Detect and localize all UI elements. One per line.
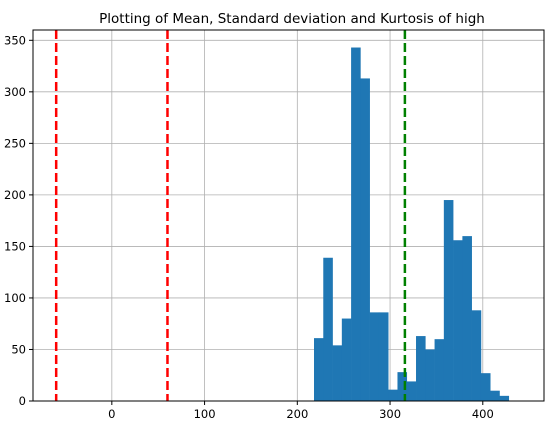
reference-lines (54, 30, 407, 401)
histogram-bar (397, 372, 408, 401)
histogram-bar (369, 312, 380, 401)
histogram-bar (341, 318, 352, 401)
axis-ticks: 0 100 200 300 400 0 50 100 150 200 250 300 350 (4, 33, 494, 421)
histogram-bar (388, 389, 398, 401)
histogram-bar (499, 395, 510, 401)
histogram-bar (378, 312, 389, 401)
histogram-bar (351, 47, 361, 402)
histogram-bar (453, 240, 463, 401)
histogram-bar (443, 200, 454, 401)
chart-title: Plotting of Mean, Standard deviation and… (99, 11, 485, 27)
y-tick-label: 250 (4, 136, 26, 150)
histogram-bar (480, 373, 491, 401)
histogram-bar (425, 349, 435, 401)
histogram-bar (416, 336, 426, 401)
y-tick-label: 300 (4, 85, 26, 99)
y-tick-label: 0 (19, 394, 26, 408)
x-tick-label: 200 (286, 407, 308, 421)
y-tick-label: 100 (4, 291, 26, 305)
x-tick-label: 100 (194, 407, 216, 421)
y-tick-label: 200 (4, 188, 26, 202)
plot-frame (32, 29, 545, 402)
y-tick-label: 50 (11, 342, 26, 356)
histogram-bar (323, 257, 333, 401)
histogram-bar (434, 339, 445, 401)
x-tick-label: 400 (472, 407, 494, 421)
y-tick-label: 150 (4, 239, 26, 253)
histogram-bar (406, 381, 417, 401)
histogram-bar (490, 390, 500, 401)
x-tick-label: 300 (379, 407, 401, 421)
x-tick-label: 0 (108, 407, 115, 421)
histogram-bar (471, 310, 482, 401)
histogram-bar (360, 78, 370, 402)
y-tick-label: 350 (4, 33, 26, 47)
histogram-bar (314, 338, 324, 401)
histogram-bar (462, 236, 472, 401)
histogram-bars (314, 47, 510, 402)
histogram-bar (332, 345, 343, 401)
